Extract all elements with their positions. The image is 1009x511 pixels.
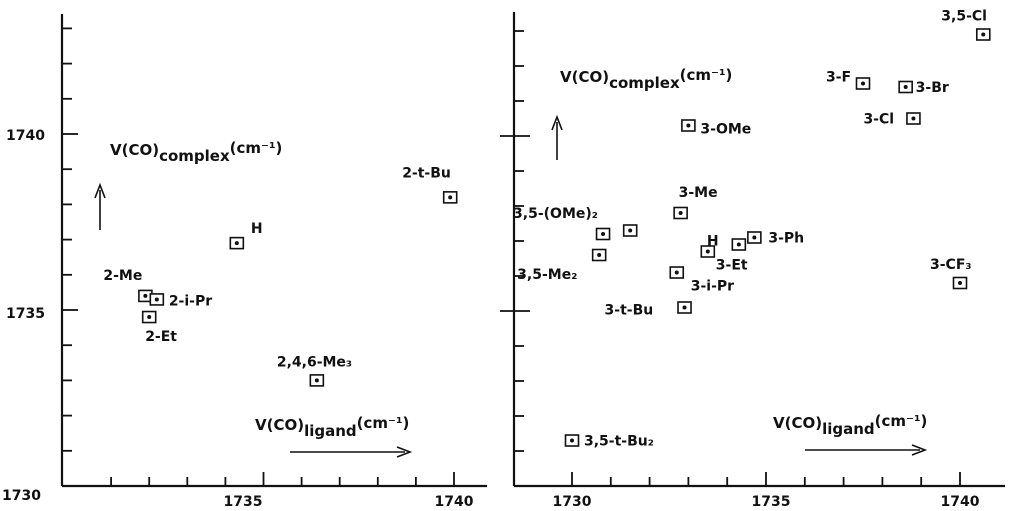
- point-label-3-5-ome-2: 3,5-(OMe)₂: [513, 206, 598, 222]
- data-points: 3,5-Cl 3-F 3-Br 3-Cl 3-OMe 3-Me 3,5-(OMe)₂ 3-Ph…: [513, 9, 991, 450]
- y-axis-title-unit: (cm⁻¹): [680, 66, 733, 84]
- point-marker-dot-3-cf3: [958, 281, 962, 285]
- y-axis-title-main: V(CO): [110, 141, 159, 159]
- major-ticks: [62, 133, 455, 486]
- major-ticks: [500, 135, 961, 486]
- x-tick-label-1740: 1740: [941, 494, 980, 510]
- y-axis-title: V(CO)complex(cm⁻¹): [110, 139, 282, 165]
- point-marker-dot-2-et: [147, 315, 152, 320]
- point-marker-dot-3-t-bu: [682, 305, 687, 310]
- point-marker-dot-3-cl: [911, 116, 916, 121]
- y-axis-title-main: V(CO): [560, 68, 609, 86]
- point-marker-dot-3-5-cl: [981, 32, 986, 37]
- point-label-3-5-cl: 3,5-Cl: [941, 9, 987, 25]
- point-label-2-me: 2-Me: [103, 268, 142, 284]
- x-axis-title-sub: ligand: [822, 420, 875, 438]
- x-axis-title-main: V(CO): [773, 414, 822, 432]
- point-marker-dot-2-4-6-me3: [314, 378, 319, 383]
- x-tick-label-1740: 1740: [435, 494, 474, 510]
- y-tick-label-1730: 1730: [2, 488, 41, 504]
- point-label-3-et: 3-Et: [716, 258, 748, 274]
- x-tick-label-1730: 1730: [553, 494, 592, 510]
- point-marker-dot-h: [736, 242, 741, 247]
- point-label-2-et: 2-Et: [145, 329, 177, 345]
- point-label-2-4-6-me3: 2,4,6-Me₃: [277, 354, 352, 370]
- point-marker-dot-3-f: [861, 81, 865, 86]
- point-label-3-i-pr: 3-i-Pr: [691, 279, 734, 295]
- point-label-3-5-me2: 3,5-Me₂: [517, 267, 577, 283]
- x-axis-arrow-head: [911, 444, 928, 456]
- point-label-3-ph: 3-Ph: [768, 231, 804, 247]
- x-axis-title: V(CO)ligand(cm⁻¹): [773, 412, 927, 438]
- point-label-3-f: 3-F: [826, 70, 851, 86]
- x-axis-arrow-head: [396, 446, 413, 458]
- x-tick-label-1735: 1735: [752, 494, 791, 510]
- data-points: H 2-Me 2-i-Pr 2-Et 2-t-Bu 2,4,6-Me₃: [103, 165, 458, 387]
- minor-ticks: [62, 27, 417, 486]
- point-marker-dot-3-5-ome-2: [601, 232, 606, 236]
- point-marker-dot-3-ome: [686, 123, 691, 128]
- y-tick-label-1740: 1740: [6, 128, 45, 144]
- point-label-3-t-bu: 3-t-Bu: [605, 303, 654, 319]
- x-tick-label-1735: 1735: [224, 494, 263, 510]
- point-label-3-me: 3-Me: [679, 185, 718, 201]
- x-axis-title-unit: (cm⁻¹): [875, 412, 928, 430]
- y-axis-title-sub: complex: [159, 147, 230, 165]
- point-marker-dot-3-et: [705, 249, 710, 254]
- y-axis-arrow-head: [94, 182, 106, 199]
- point-marker-dot-2-i-pr: [154, 297, 159, 302]
- y-axis-arrow-head: [551, 114, 563, 131]
- point-label-3-ome: 3-OMe: [700, 122, 751, 138]
- point-label-3-5-t-bu2: 3,5-t-Bu₂: [584, 434, 654, 450]
- point-label-h: H: [251, 221, 263, 237]
- x-axis-title-main: V(CO): [255, 416, 304, 434]
- point-label-h: H: [707, 234, 719, 250]
- point-label-3-br: 3-Br: [916, 80, 949, 96]
- point-label-2-i-pr: 2-i-Pr: [169, 293, 212, 309]
- chart-left: 1730 1735 1740 1735 1740 V(CO)complex(cm…: [2, 14, 487, 510]
- point-marker-dot-3-i-pr: [674, 270, 679, 275]
- point-marker-dot-2-t-bu: [448, 195, 453, 200]
- y-axis-title-unit: (cm⁻¹): [230, 139, 283, 157]
- point-marker-dot-2-me: [143, 293, 148, 298]
- x-axis-title-sub: ligand: [304, 422, 357, 440]
- point-marker-dot-3-br: [903, 85, 908, 89]
- point-marker-dot-h: [234, 241, 239, 246]
- y-axis-title: V(CO)complex(cm⁻¹): [560, 66, 732, 92]
- point-marker-dot-3-5-me2: [597, 253, 602, 257]
- point-marker-dot-3-ph: [752, 235, 757, 240]
- x-axis-title-unit: (cm⁻¹): [357, 414, 410, 432]
- point-marker-dot-unlabeled-7: [628, 228, 633, 233]
- y-tick-label-1735: 1735: [6, 306, 45, 322]
- point-marker-dot-3-5-t-bu2: [570, 438, 574, 443]
- chart-right: 1730 1735 1740 V(CO)complex(cm⁻¹) V(CO)l…: [500, 9, 1005, 510]
- point-label-3-cf3: 3-CF₃: [930, 257, 972, 273]
- x-axis-title: V(CO)ligand(cm⁻¹): [255, 414, 409, 440]
- y-axis-title-sub: complex: [609, 74, 680, 92]
- point-marker-dot-3-me: [678, 211, 683, 215]
- minor-ticks: [514, 30, 923, 486]
- point-label-3-cl: 3-Cl: [863, 112, 894, 128]
- point-label-2-t-bu: 2-t-Bu: [402, 165, 451, 181]
